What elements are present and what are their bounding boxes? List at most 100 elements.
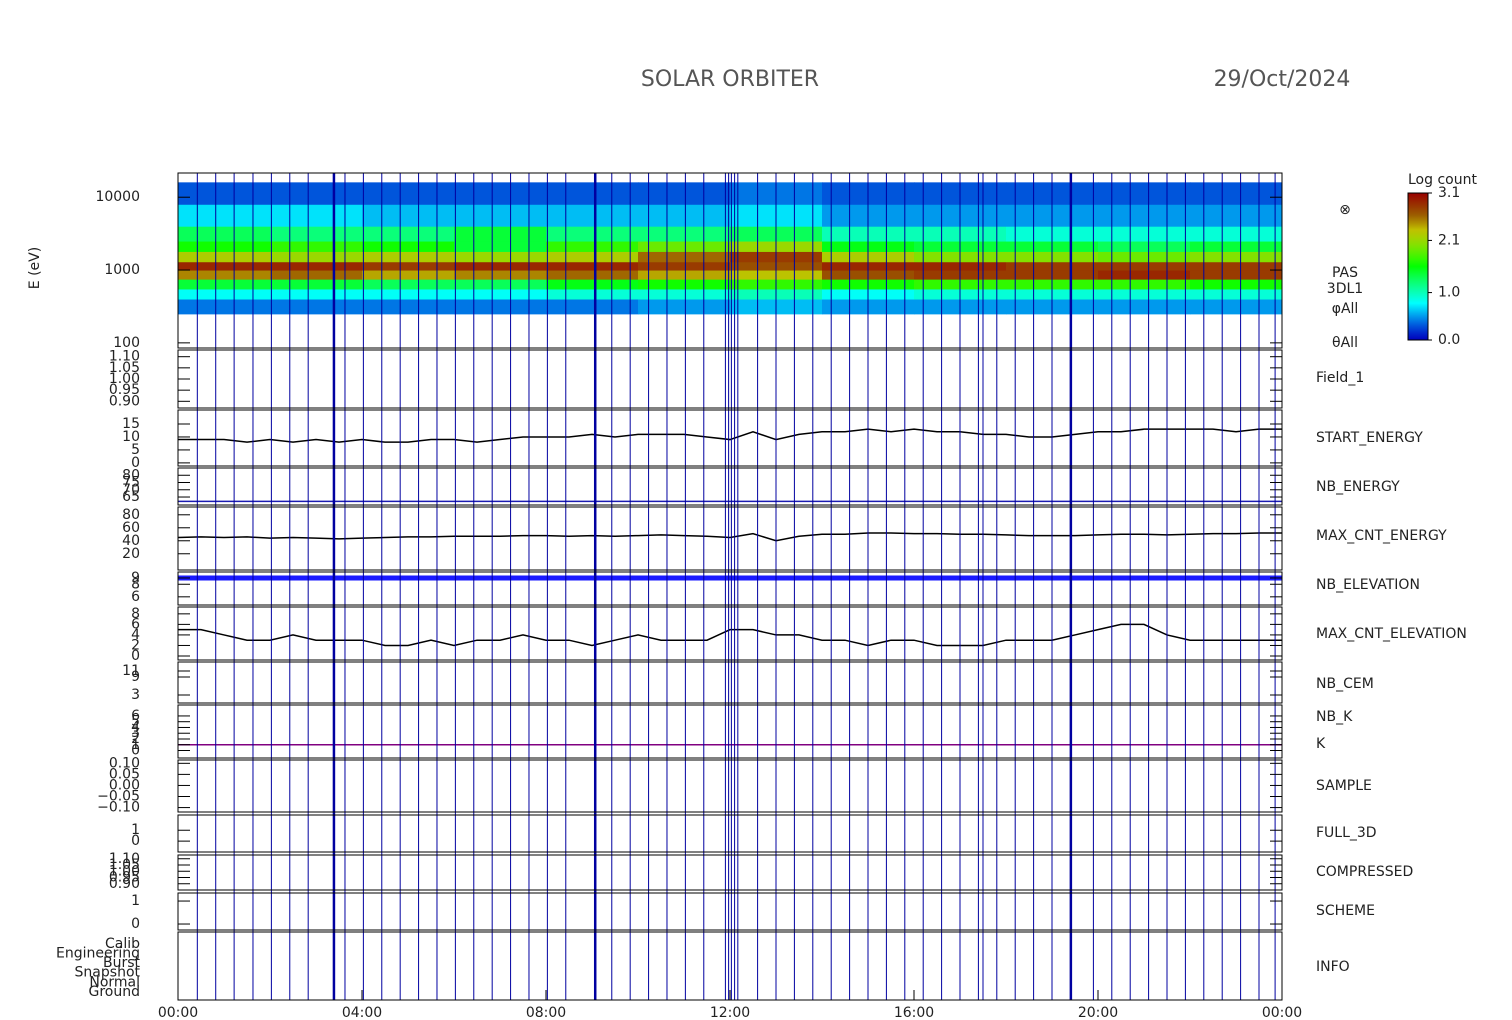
heat-cell [454,241,547,252]
panel-label: START_ENERGY [1316,430,1423,446]
panel-frame [177,854,1283,891]
x-tick-label: 00:00 [158,1005,198,1020]
y-tick-label: −0.10 [97,800,140,816]
y-tick-label: 0.90 [109,876,140,892]
chart-title: SOLAR ORBITER [641,67,819,92]
panel-frame [177,931,1283,1001]
y-tick-label: 1000 [104,262,140,278]
y-tick-label: 5 [131,714,140,730]
y-tick-label: 1 [131,822,140,838]
panel-frame [177,571,1283,606]
x-tick-label: 00:00 [1262,1005,1302,1020]
panel-label: COMPRESSED [1316,864,1413,880]
colorbar-tick-label: 0.0 [1438,332,1460,348]
y-axis-title: E (eV) [27,247,43,289]
heat-cell [178,251,271,263]
y-tick-label: 1.00 [109,371,140,387]
panel-frame [177,704,1283,759]
y-tick-label: 0 [131,916,140,932]
heat-cell [546,270,639,280]
panel-label: MAX_CNT_ELEVATION [1316,626,1467,642]
heat-cell [362,261,455,271]
heat-cell [270,241,363,252]
colorbar-tick-label: 3.1 [1438,185,1460,201]
x-tick-label: 12:00 [710,1005,750,1020]
heat-cell [638,279,731,290]
y-tick-label: 80 [122,507,140,523]
y-tick-label: 1.10 [109,349,140,365]
heat-cell [1190,270,1283,280]
panel-frame [177,409,1283,467]
heat-cell [362,288,455,300]
heat-cell [546,279,639,290]
heat-cell [638,204,731,227]
panel-label: PAS [1332,265,1358,281]
series-line [177,532,1282,542]
heat-cell [1190,288,1283,300]
y-tick-label: 60 [122,520,140,536]
panel-label: 3DL1 [1327,281,1363,297]
heat-cell [178,226,271,242]
heat-cell [362,270,455,280]
heat-cell [454,270,547,280]
y-tick-label: 4 [131,719,140,735]
heat-cell [638,251,731,263]
y-tick-label: 6 [131,616,140,632]
y-category-label: Engineering [56,946,140,962]
y-category-label: Ground [89,984,141,1000]
y-tick-label: 40 [122,533,140,549]
heat-cell [1098,279,1191,290]
y-tick-label: 2 [131,637,140,653]
heat-cell [1098,288,1191,300]
y-tick-label: 10000 [95,189,140,205]
y-tick-label: 65 [122,489,140,505]
panel-label: NB_CEM [1316,676,1374,692]
x-tick-label: 20:00 [1078,1005,1118,1020]
y-tick-label: 3 [131,687,140,703]
y-tick-label: 1 [131,737,140,753]
panel-frame [177,467,1283,506]
y-tick-label: 80 [122,467,140,483]
heat-cell [546,261,639,271]
heat-cell [362,279,455,290]
heat-cell [178,261,271,271]
heat-cell [362,299,455,315]
y-tick-label: 4 [131,627,140,643]
heat-cell [638,288,731,300]
heat-cell [546,204,639,227]
panel-frame [177,606,1283,661]
heat-cell [454,226,547,242]
heat-cell [454,299,547,315]
heat-cell [638,299,731,315]
heat-cell [270,182,363,205]
y-tick-label: 20 [122,546,140,562]
y-tick-label: 6 [131,589,140,605]
heat-cell [362,226,455,242]
panel-label: Field_1 [1316,370,1364,386]
panel-label: INFO [1316,959,1350,975]
heat-cell [1098,270,1191,280]
colorbar-tick-label: 1.0 [1438,285,1460,301]
y-tick-label: 9 [131,669,140,685]
y-category-label: Snapshot [75,965,141,981]
heat-cell [178,270,271,280]
y-tick-label: 0.95 [109,870,140,886]
heat-cell [270,226,363,242]
y-tick-label: 2 [131,731,140,747]
y-tick-label: 0.10 [109,755,140,771]
y-tick-label: 1.05 [109,857,140,873]
heat-cell [638,241,731,252]
y-tick-label: 0.90 [109,393,140,409]
heat-cell [1190,261,1283,271]
heat-cell [270,288,363,300]
series-line [178,428,1282,443]
y-tick-label: 70 [122,482,140,498]
heat-cell [454,204,547,227]
y-tick-label: 0 [131,648,140,664]
panel-frame [177,349,1283,409]
x-tick-label: 08:00 [526,1005,566,1020]
panel-label: SAMPLE [1316,778,1372,794]
heat-cell [178,204,271,227]
heat-cell [270,299,363,315]
y-tick-label: 8 [131,606,140,622]
